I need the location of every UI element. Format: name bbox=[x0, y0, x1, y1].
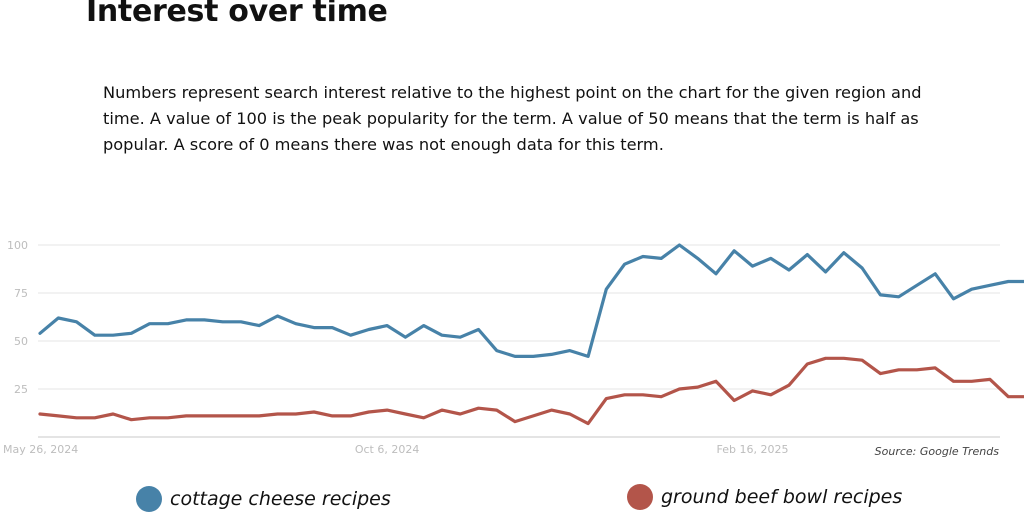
x-tick-label: Oct 6, 2024 bbox=[355, 443, 420, 456]
x-tick-label: Feb 16, 2025 bbox=[717, 443, 789, 456]
series-line-ground-beef bbox=[38, 356, 1024, 426]
y-tick-label: 75 bbox=[14, 287, 28, 300]
y-tick-label: 25 bbox=[14, 383, 28, 396]
series-line-cottage-cheese bbox=[38, 243, 1024, 358]
legend-item-beef: ground beef bowl recipes bbox=[627, 484, 902, 510]
x-tick-label: May 26, 2024 bbox=[3, 443, 78, 456]
y-tick-label: 100 bbox=[7, 239, 28, 252]
legend-item-cottage: cottage cheese recipes bbox=[136, 486, 391, 512]
legend-swatch-cottage bbox=[136, 486, 162, 512]
legend-label-cottage: cottage cheese recipes bbox=[170, 488, 391, 510]
legend-swatch-beef bbox=[627, 484, 653, 510]
legend-label-beef: ground beef bowl recipes bbox=[661, 486, 903, 508]
y-tick-label: 50 bbox=[14, 335, 28, 348]
line-chart: 25 50 75 100 May 26, 2024 Oct 6, 2024 Feb 16, … bbox=[3, 239, 1024, 458]
source-note: Source: Google Trends bbox=[875, 445, 1000, 458]
chart-title: Interest over time bbox=[86, 0, 388, 29]
chart-description: Numbers represent search interest relati… bbox=[103, 83, 922, 154]
